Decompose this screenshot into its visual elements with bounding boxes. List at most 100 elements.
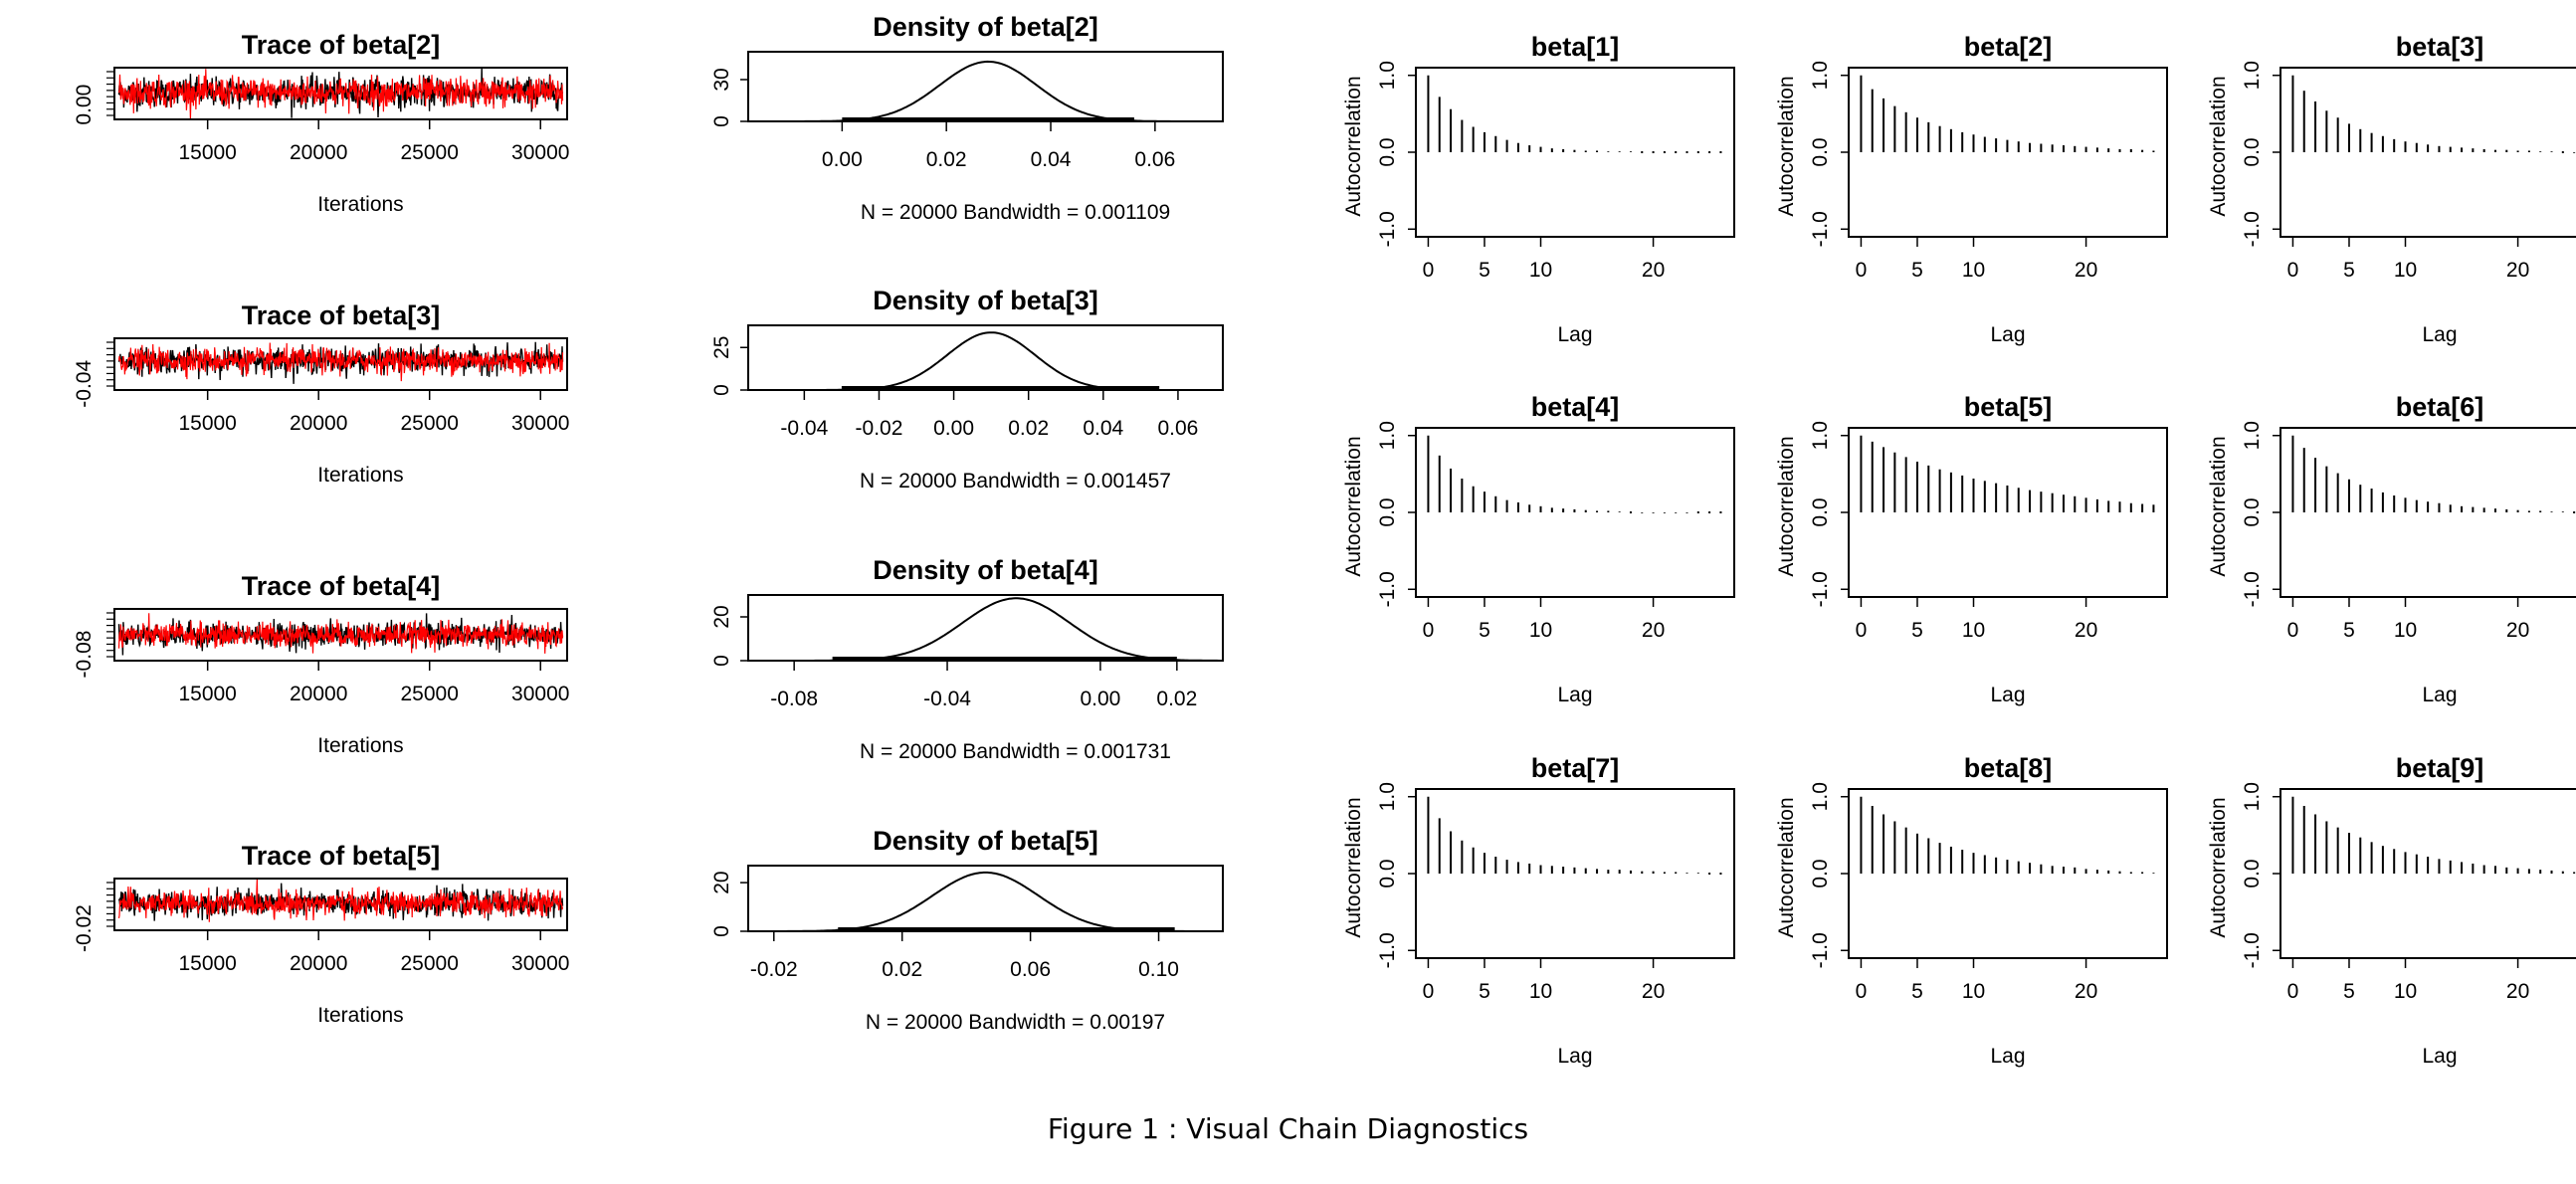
x-tick-label: 10 xyxy=(1529,259,1552,282)
y-tick-label: 0.0 xyxy=(1809,859,1832,888)
y-tick-label: 0.0 xyxy=(1809,497,1832,526)
x-tick-label: 15000 xyxy=(178,683,236,705)
y-tick-label: 0.0 xyxy=(2241,137,2264,166)
x-tick-label: 20 xyxy=(2506,259,2529,282)
x-tick-label: 20 xyxy=(2506,619,2529,642)
density-plot: Density of beta[5] -0.02 0.02 0.06 0.10 0 20 N … xyxy=(710,826,1224,1034)
y-tick-label: -1.0 xyxy=(1809,571,1832,607)
x-tick-label: 30000 xyxy=(511,952,569,975)
x-tick-label: 5 xyxy=(2343,259,2355,282)
density-plot: Density of beta[2] 0.00 0.02 0.04 0.06 0 30 N =… xyxy=(710,12,1224,224)
x-tick-label: 0.00 xyxy=(933,417,974,440)
acf-plot: beta[7] 0 5 10 20 -1.0 0.0 1.0 Autocorrelation La… xyxy=(1342,753,1735,1068)
y-tick-label: -0.04 xyxy=(73,360,96,408)
x-tick-label: 10 xyxy=(2394,619,2417,642)
y-tick-label: 0 xyxy=(710,925,733,937)
plot-title: beta[6] xyxy=(2396,392,2484,422)
acf-plot: beta[1] 0 5 10 20 -1.0 0.0 1.0 Autocorrelation La… xyxy=(1342,32,1735,346)
plot-frame xyxy=(113,878,568,931)
acf-plot: beta[9] 0 5 10 20 -1.0 0.0 1.0 Autocorrelation La… xyxy=(2207,753,2576,1068)
plot-title: Density of beta[5] xyxy=(873,826,1098,856)
acf-bar xyxy=(1719,151,1722,153)
y-axis-label: Autocorrelation xyxy=(2207,76,2230,216)
x-tick-label: 0 xyxy=(1856,259,1868,282)
x-axis-label: Lag xyxy=(1557,1045,1592,1068)
y-tick-label: 0 xyxy=(710,384,733,396)
y-tick-label: 0.0 xyxy=(1376,137,1399,166)
y-tick-label: 20 xyxy=(710,871,733,893)
x-tick-label: 30000 xyxy=(511,412,569,435)
plot-title: beta[1] xyxy=(1531,32,1620,62)
x-tick-label: 0.06 xyxy=(1157,417,1198,440)
x-tick-label: 10 xyxy=(2394,980,2417,1003)
rug-marks xyxy=(841,386,1160,390)
y-tick-label: 0 xyxy=(710,115,733,127)
acf-bar xyxy=(2573,511,2576,513)
y-tick-label: 1.0 xyxy=(1809,61,1832,90)
x-tick-label: 10 xyxy=(1962,259,1985,282)
x-tick-label: 0.04 xyxy=(1083,417,1123,440)
y-tick-label: 1.0 xyxy=(1809,782,1832,811)
x-tick-label: 0.10 xyxy=(1138,958,1179,981)
x-tick-label: 0.06 xyxy=(1134,148,1175,171)
acf-bar xyxy=(1629,511,1632,513)
plot-title: Trace of beta[3] xyxy=(242,300,441,330)
acf-bar xyxy=(1708,151,1711,153)
acf-plot: beta[2] 0 5 10 20 -1.0 0.0 1.0 Autocorrelation La… xyxy=(1775,32,2168,346)
x-axis-label: Lag xyxy=(1990,684,2025,706)
y-tick-label: 1.0 xyxy=(1376,61,1399,90)
x-axis-label: Lag xyxy=(1557,323,1592,346)
y-tick-label: -1.0 xyxy=(1809,211,1832,247)
plot-title: Density of beta[4] xyxy=(873,555,1098,585)
x-tick-label: -0.04 xyxy=(780,417,828,440)
x-tick-label: -0.04 xyxy=(923,688,971,710)
y-tick-label: -1.0 xyxy=(1376,932,1399,968)
x-tick-label: 10 xyxy=(1962,980,1985,1003)
acf-plot: beta[6] 0 5 10 20 -1.0 0.0 1.0 Autocorrelation La… xyxy=(2207,392,2576,706)
acf-bar xyxy=(1708,511,1711,513)
acf-bar xyxy=(1663,151,1666,153)
y-tick-label: 1.0 xyxy=(1376,421,1399,450)
plot-title: beta[9] xyxy=(2396,753,2484,783)
x-tick-label: 0.00 xyxy=(1080,688,1120,710)
rug-marks xyxy=(838,927,1175,931)
x-tick-label: 15000 xyxy=(178,412,236,435)
acf-bar xyxy=(2561,151,2564,153)
plot-title: beta[8] xyxy=(1964,753,2053,783)
y-tick-label: 0.0 xyxy=(1376,497,1399,526)
x-tick-label: 0.02 xyxy=(1156,688,1197,710)
plot-title: Trace of beta[4] xyxy=(242,571,441,601)
figure-caption: Figure 1 : Visual Chain Diagnostics xyxy=(1047,1112,1529,1145)
plot-title: Density of beta[2] xyxy=(873,12,1098,42)
x-tick-label: 20 xyxy=(2075,980,2097,1003)
plot-frame xyxy=(747,865,1224,932)
x-tick-label: 0 xyxy=(2287,619,2299,642)
plot-frame xyxy=(113,608,568,662)
acf-plot: beta[4] 0 5 10 20 -1.0 0.0 1.0 Autocorrelation La… xyxy=(1342,392,1735,706)
y-tick-label: 1.0 xyxy=(2241,782,2264,811)
y-tick-label: 1.0 xyxy=(1809,421,1832,450)
y-tick-label: -1.0 xyxy=(2241,932,2264,968)
rug-marks xyxy=(832,657,1177,661)
y-axis-label: Autocorrelation xyxy=(1342,797,1365,937)
y-tick-label: -1.0 xyxy=(2241,571,2264,607)
acf-bar xyxy=(1696,151,1699,153)
x-tick-label: 20 xyxy=(1642,259,1665,282)
y-tick-label: 20 xyxy=(710,605,733,628)
acf-bar xyxy=(1719,511,1722,513)
y-tick-label: 0.0 xyxy=(2241,859,2264,888)
x-tick-label: 0 xyxy=(1856,619,1868,642)
y-tick-label: -1.0 xyxy=(1376,571,1399,607)
trace-plot: Trace of beta[2] 15000 20000 25000 30000 0.00… xyxy=(73,30,569,216)
x-tick-label: 0 xyxy=(1423,980,1435,1003)
density-plot: Density of beta[4] -0.08 -0.04 0.00 0.02 0 20 N… xyxy=(710,555,1224,763)
trace-plot: Trace of beta[4] 15000 20000 25000 30000 -0.0… xyxy=(73,571,569,757)
x-tick-label: 20 xyxy=(1642,980,1665,1003)
y-tick-label: -1.0 xyxy=(2241,211,2264,247)
y-tick-label: -0.02 xyxy=(73,904,96,952)
y-tick-label: -1.0 xyxy=(1809,932,1832,968)
x-tick-label: 15000 xyxy=(178,141,236,164)
plot-title: Trace of beta[2] xyxy=(242,30,441,60)
plot-frame xyxy=(747,51,1224,122)
